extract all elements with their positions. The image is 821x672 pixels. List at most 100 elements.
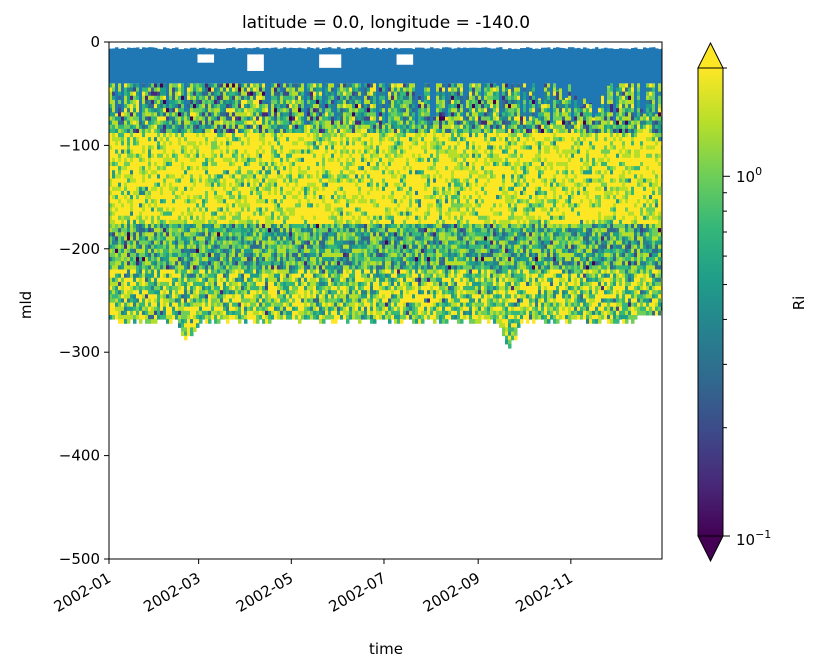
- heatmap-cell: [121, 273, 125, 279]
- heatmap-cell: [109, 244, 113, 250]
- heatmap-cell: [286, 104, 290, 109]
- heatmap-cell: [310, 286, 314, 291]
- heatmap-cell: [163, 244, 167, 250]
- heatmap-cell: [259, 211, 263, 217]
- heatmap-cell: [148, 95, 152, 101]
- heatmap-cell: [268, 153, 272, 159]
- heatmap-cell: [268, 219, 272, 225]
- heatmap-cell: [121, 215, 125, 221]
- heatmap-cell: [289, 124, 293, 130]
- heatmap-cell: [154, 157, 158, 163]
- heatmap-cell: [175, 257, 179, 262]
- heatmap-cell: [241, 232, 245, 237]
- heatmap-cell: [247, 199, 251, 204]
- heatmap-cell: [313, 306, 317, 312]
- heatmap-cell: [181, 141, 185, 146]
- heatmap-cell: [142, 124, 146, 130]
- heatmap-cell: [157, 132, 161, 138]
- heatmap-cell: [160, 314, 164, 320]
- heatmap-cell: [292, 186, 296, 192]
- heatmap-cell: [166, 223, 170, 229]
- heatmap-cell: [118, 199, 122, 204]
- heatmap-cell: [175, 137, 179, 142]
- heatmap-cell: [232, 215, 236, 221]
- masked-cell: [157, 48, 161, 84]
- heatmap-cell: [166, 319, 170, 324]
- heatmap-cell: [358, 207, 362, 213]
- heatmap-cell: [163, 186, 167, 192]
- heatmap-cell: [247, 186, 251, 192]
- heatmap-cell: [289, 269, 293, 275]
- heatmap-cell: [307, 277, 311, 283]
- heatmap-cell: [187, 153, 191, 159]
- heatmap-cell: [292, 306, 296, 312]
- heatmap-cell: [178, 141, 182, 146]
- heatmap-cell: [202, 174, 206, 179]
- heatmap-cell: [169, 269, 173, 275]
- heatmap-cell: [154, 120, 158, 126]
- heatmap-cell: [274, 99, 278, 105]
- heatmap-cell: [262, 87, 266, 93]
- heatmap-cell: [157, 228, 161, 233]
- heatmap-cell: [109, 157, 113, 163]
- heatmap-cell: [298, 223, 302, 229]
- heatmap-cell: [190, 294, 194, 299]
- heatmap-cell: [337, 104, 341, 109]
- heatmap-cell: [286, 236, 290, 242]
- heatmap-cell: [271, 182, 275, 188]
- heatmap-cell: [109, 128, 113, 134]
- heatmap-cell: [184, 290, 188, 295]
- heatmap-cell: [307, 286, 311, 291]
- heatmap-cell: [193, 228, 197, 233]
- heatmap-cell: [352, 257, 356, 262]
- heatmap-cell: [163, 203, 167, 208]
- heatmap-cell: [331, 211, 335, 217]
- heatmap-cell: [172, 286, 176, 291]
- heatmap-cell: [148, 273, 152, 279]
- heatmap-cell: [217, 240, 221, 246]
- heatmap-cell: [292, 203, 296, 208]
- heatmap-cell: [235, 153, 239, 159]
- heatmap-cell: [340, 248, 344, 254]
- heatmap-cell: [124, 265, 128, 270]
- heatmap-cell: [142, 294, 146, 299]
- heatmap-cell: [259, 104, 263, 109]
- heatmap-cell: [175, 112, 179, 117]
- heatmap-cell: [223, 132, 227, 138]
- heatmap-cell: [220, 166, 224, 171]
- heatmap-cell: [109, 215, 113, 221]
- heatmap-cell: [121, 137, 125, 142]
- heatmap-cell: [124, 269, 128, 275]
- heatmap-cell: [118, 195, 122, 200]
- heatmap-cell: [184, 207, 188, 213]
- heatmap-cell: [253, 273, 257, 279]
- heatmap-cell: [148, 145, 152, 151]
- heatmap-cell: [112, 240, 116, 246]
- heatmap-cell: [109, 190, 113, 196]
- heatmap-cell: [328, 157, 332, 163]
- heatmap-cell: [256, 137, 260, 142]
- heatmap-cell: [142, 120, 146, 126]
- heatmap-cell: [190, 269, 194, 275]
- heatmap-cell: [337, 290, 341, 295]
- heatmap-cell: [163, 182, 167, 188]
- heatmap-cell: [361, 269, 365, 275]
- heatmap-cell: [319, 302, 323, 308]
- heatmap-cell: [130, 207, 134, 213]
- heatmap-cell: [202, 298, 206, 304]
- heatmap-cell: [280, 257, 284, 262]
- heatmap-cell: [325, 252, 329, 258]
- heatmap-cell: [364, 112, 368, 117]
- heatmap-cell: [298, 306, 302, 312]
- heatmap-cell: [334, 190, 338, 196]
- heatmap-cell: [148, 219, 152, 225]
- heatmap-cell: [196, 261, 200, 266]
- heatmap-cell: [193, 199, 197, 204]
- heatmap-cell: [355, 186, 359, 192]
- heatmap-cell: [316, 236, 320, 242]
- heatmap-cell: [145, 178, 149, 184]
- heatmap-cell: [319, 298, 323, 304]
- heatmap-cell: [232, 294, 236, 299]
- heatmap-cell: [139, 277, 143, 283]
- heatmap-cell: [133, 232, 137, 237]
